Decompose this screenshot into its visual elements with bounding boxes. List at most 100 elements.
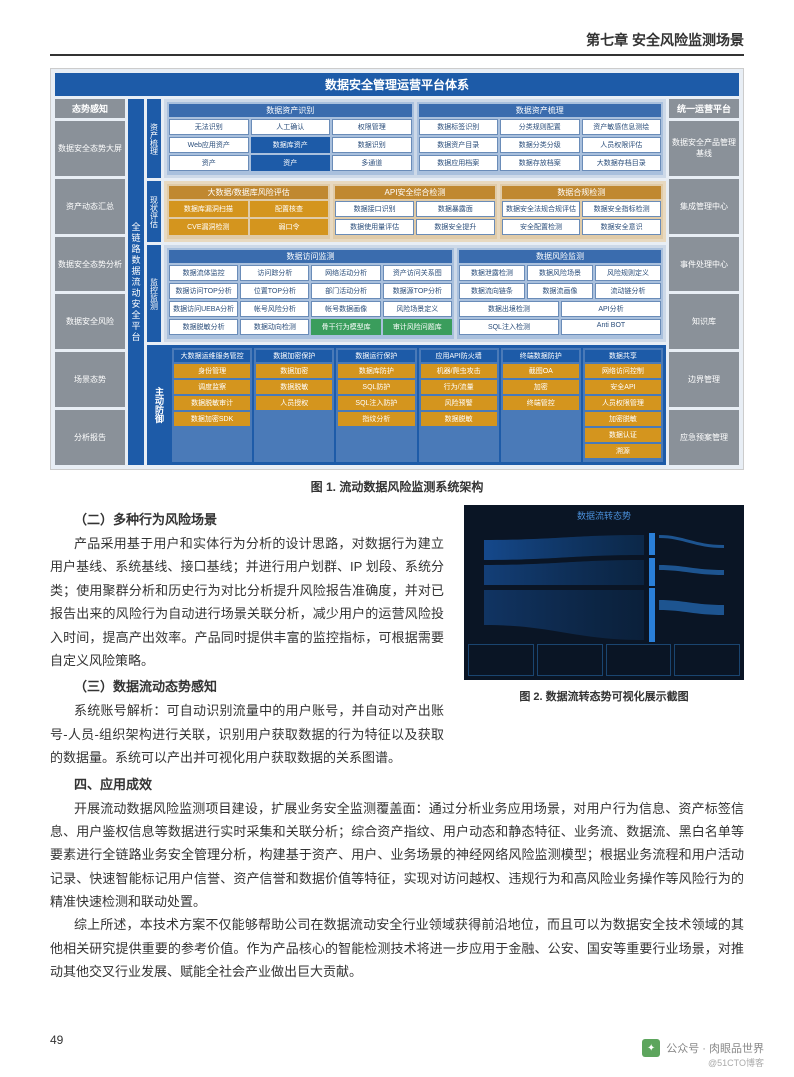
asset-identify-panel: 数据资产识别 无法识别人工确认权限管理 Web应用资产数据库资产数据识别 资产资…: [167, 102, 414, 175]
chip: 部门活动分析: [311, 283, 380, 299]
diagram-title: 数据安全管理运营平台体系: [55, 73, 739, 96]
chip: 数据安全提升: [416, 219, 495, 235]
panel-title: 数据风险监测: [459, 250, 661, 263]
watermark: ✦ 公众号 · 肉眼品世界 @51CTO博客: [642, 1039, 764, 1057]
chip: 风险规则定义: [595, 265, 661, 281]
chip: SQL防护: [338, 380, 414, 394]
api-detect-panel: API安全综合检测 数据接口识别数据暴露面 数据使用量评估数据安全提升: [333, 184, 496, 239]
chip: 帐号风险分析: [240, 301, 309, 317]
side-item: 数据安全态势大屏: [55, 121, 125, 176]
dashboard-screenshot: 数据流转态势: [464, 505, 744, 680]
risk-eval-panel: 大数据/数据库风险评估 数据库漏洞扫描配置核查 CVE漏洞检测弱口令: [167, 184, 330, 239]
watermark-sub: @51CTO博客: [708, 1056, 764, 1069]
architecture-diagram: 数据安全管理运营平台体系 态势感知 数据安全态势大屏 资产动态汇总 数据安全态势…: [50, 68, 744, 470]
chip: 数据安全指标检测: [582, 201, 661, 217]
paragraph-4: 综上所述，本技术方案不仅能够帮助公司在数据流动安全行业领域获得前沿地位，而且可以…: [50, 913, 744, 983]
chip: 数据源TOP分析: [383, 283, 452, 299]
chip: 权限管理: [332, 119, 412, 135]
panel-title: 数据运行保护: [338, 350, 414, 362]
chip: 数据资产目录: [419, 137, 499, 153]
paragraph-3: 开展流动数据风险监测项目建设，扩展业务安全监测覆盖面：通过分析业务应用场景，对用…: [50, 797, 744, 914]
chip: 数据流画像: [527, 283, 593, 299]
chip: 人员授权: [256, 396, 332, 410]
chip: 人工确认: [251, 119, 331, 135]
defense-panel: 数据运行保护数据库防护SQL防护SQL注入防护指纹分析: [336, 348, 416, 462]
defense-panel: 大数据运维服务管控身份管理调度监察数据脱敏审计数据加密SDK: [172, 348, 252, 462]
left-sidebar: 态势感知 数据安全态势大屏 资产动态汇总 数据安全态势分析 数据安全风险 场景态…: [55, 99, 125, 465]
defense-panel: 数据加密保护数据加密数据脱敏人员授权: [254, 348, 334, 462]
chip: 弱口令: [250, 219, 329, 235]
side-item: 数据安全产品管理 基线: [669, 121, 739, 176]
side-item: 资产动态汇总: [55, 179, 125, 234]
left-side-title: 态势感知: [55, 99, 125, 118]
panel-title: API安全综合检测: [335, 186, 494, 199]
chip: 数据暴露面: [416, 201, 495, 217]
chip: 风险场景定义: [383, 301, 452, 317]
defense-panel: 数据共享网络访问控制安全API人员权限管理加密脱敏数据认证溯源: [583, 348, 663, 462]
pillar-main: 全链路数据流动安全平台: [128, 99, 144, 465]
chip: 网络活动分析: [311, 265, 380, 281]
chip: Web应用资产: [169, 137, 249, 153]
chip: 资产访问关系图: [383, 265, 452, 281]
chip: 数据库漏洞扫描: [169, 201, 248, 217]
right-sidebar: 统一运营平台 数据安全产品管理 基线 集成管理中心 事件处理中心 知识库 边界管…: [669, 99, 739, 465]
chapter-header: 第七章 安全风险监测场景: [50, 30, 744, 56]
chip: CVE漏洞检测: [169, 219, 248, 235]
section-4-title: 四、应用成效: [50, 774, 744, 793]
panel-title: 数据资产识别: [169, 104, 412, 117]
defense-label: 主动防御: [150, 348, 169, 462]
sankey-flow-icon: [474, 530, 734, 650]
chip: 数据脱敏: [421, 412, 497, 426]
chip: API分析: [561, 301, 661, 317]
paragraph-2a: 系统账号解析：可自动识别流量中的用户账号，并自动对产出账号-人员-组织架构进行关…: [50, 699, 444, 769]
chip: 数据泄露检测: [459, 265, 525, 281]
chip: 数据存放档案: [500, 155, 580, 171]
chip: 安全配置检测: [502, 219, 581, 235]
chip: 数据流体监控: [169, 265, 238, 281]
chip: 数据出境检测: [459, 301, 559, 317]
chip: 审计风险问题库: [383, 319, 452, 335]
chip: 加密脱敏: [585, 412, 661, 426]
panel-title: 数据资产梳理: [419, 104, 662, 117]
chip: 机器/爬虫攻击: [421, 364, 497, 378]
side-item: 应急预案管理: [669, 410, 739, 465]
defense-panel: 终端数据防护截图OA加密终端管控: [501, 348, 581, 462]
side-item: 数据安全态势分析: [55, 237, 125, 292]
asset-sort-panel: 数据资产梳理 数据标签识别分类规则配置资产敏感信息测绘 数据资产目录数据分类分级…: [417, 102, 664, 175]
panel-title: 终端数据防护: [503, 350, 579, 362]
watermark-text: 公众号 · 肉眼品世界: [666, 1040, 764, 1056]
right-side-title: 统一运营平台: [669, 99, 739, 118]
chip: 数据流向链条: [459, 283, 525, 299]
chip: 数据应用档案: [419, 155, 499, 171]
chip: 网络访问控制: [585, 364, 661, 378]
side-item: 场景态势: [55, 352, 125, 407]
chip: 配置核查: [250, 201, 329, 217]
chip: 人员权限管理: [585, 396, 661, 410]
chip: 帐号数据画像: [311, 301, 380, 317]
chip: 数据库防护: [338, 364, 414, 378]
chip: 安全API: [585, 380, 661, 394]
pillar-sec: 监控监测: [147, 245, 161, 342]
panel-title: 数据加密保护: [256, 350, 332, 362]
panel-title: 数据访问监测: [169, 250, 452, 263]
access-monitor-panel: 数据访问监测 数据流体监控访问踪分析网络活动分析资产访问关系图 数据访问TOP分…: [167, 248, 454, 339]
side-item: 边界管理: [669, 352, 739, 407]
chip: 分类规则配置: [500, 119, 580, 135]
wechat-icon: ✦: [642, 1039, 660, 1057]
chip: 调度监察: [174, 380, 250, 394]
chip: SQL注入防护: [338, 396, 414, 410]
chip: 截图OA: [503, 364, 579, 378]
compliance-panel: 数据合规检测 数据安全法规合规评估数据安全指标检测 安全配置检测数据安全意识: [500, 184, 663, 239]
defense-panel: 应用API防火墙机器/爬虫攻击行为/流量风险预警数据脱敏: [419, 348, 499, 462]
chip: 数据库资产: [251, 137, 331, 153]
chip: 资产: [251, 155, 331, 171]
chip: 数据脱敏审计: [174, 396, 250, 410]
side-item: 事件处理中心: [669, 237, 739, 292]
figure-2-column: 数据流转态势 图 2. 数据流转态势可视化展示截图: [464, 505, 744, 714]
figure-2-caption: 图 2. 数据流转态势可视化展示截图: [464, 688, 744, 704]
defense-block: 主动防御 大数据运维服务管控身份管理调度监察数据脱敏审计数据加密SDK数据加密保…: [147, 345, 666, 465]
panel-title: 应用API防火墙: [421, 350, 497, 362]
chip: 数据接口识别: [335, 201, 414, 217]
chip: 资产: [169, 155, 249, 171]
chip: 身份管理: [174, 364, 250, 378]
